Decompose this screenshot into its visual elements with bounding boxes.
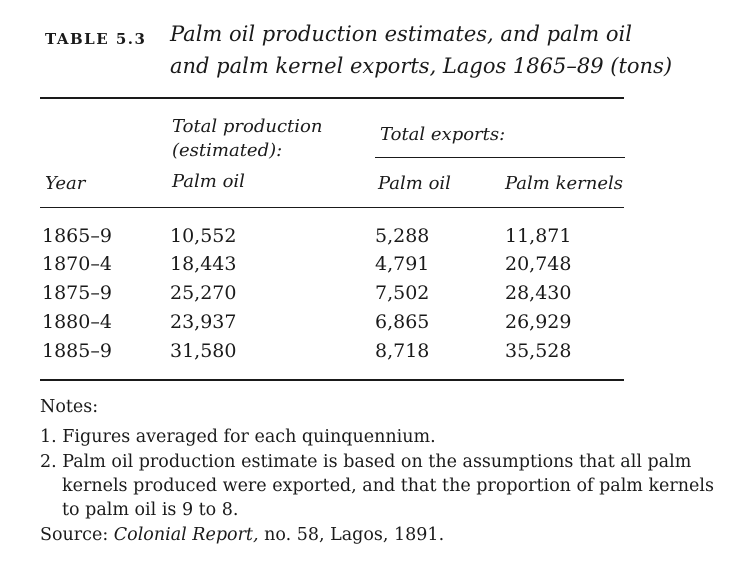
cell-export-kernels: 26,929 bbox=[505, 311, 572, 333]
table-title-line2: and palm kernel exports, Lagos 1865–89 (… bbox=[170, 54, 673, 78]
note-2-line3: to palm oil is 9 to 8. bbox=[62, 500, 239, 520]
cell-production: 31,580 bbox=[170, 340, 237, 362]
note-2-line2: kernels produced were exported, and that… bbox=[62, 476, 714, 496]
cell-year: 1865–9 bbox=[42, 225, 112, 247]
cell-export-kernels: 35,528 bbox=[505, 340, 572, 362]
exports-group-rule bbox=[375, 157, 625, 158]
table-title-line1: Palm oil production estimates, and palm … bbox=[170, 22, 632, 46]
cell-production: 23,937 bbox=[170, 311, 237, 333]
header-production-group-line2: (estimated): bbox=[172, 140, 283, 161]
cell-export-oil: 4,791 bbox=[375, 253, 430, 275]
table-bottom-rule bbox=[40, 379, 624, 381]
cell-year: 1880–4 bbox=[42, 311, 112, 333]
cell-export-kernels: 28,430 bbox=[505, 282, 572, 304]
header-exports-group: Total exports: bbox=[380, 124, 506, 145]
source-title: Colonial Report, bbox=[113, 525, 259, 545]
cell-year: 1885–9 bbox=[42, 340, 112, 362]
notes-heading: Notes: bbox=[40, 397, 99, 417]
note-2-line1: 2. Palm oil production estimate is based… bbox=[40, 452, 692, 472]
header-exports-palm-kernels: Palm kernels bbox=[505, 173, 623, 194]
table-label: TABLE 5.3 bbox=[45, 30, 147, 48]
header-year: Year bbox=[45, 173, 86, 194]
table-top-rule bbox=[40, 97, 624, 99]
cell-export-kernels: 20,748 bbox=[505, 253, 572, 275]
cell-export-oil: 7,502 bbox=[375, 282, 430, 304]
header-production-group-line1: Total production bbox=[172, 116, 323, 137]
cell-export-oil: 5,288 bbox=[375, 225, 430, 247]
cell-export-kernels: 11,871 bbox=[505, 225, 572, 247]
source-rest: no. 58, Lagos, 1891. bbox=[258, 525, 445, 545]
cell-production: 25,270 bbox=[170, 282, 237, 304]
source-line: Source: Colonial Report, no. 58, Lagos, … bbox=[40, 525, 444, 545]
header-bottom-rule bbox=[40, 207, 624, 208]
cell-year: 1875–9 bbox=[42, 282, 112, 304]
header-exports-palm-oil: Palm oil bbox=[378, 173, 451, 194]
cell-production: 10,552 bbox=[170, 225, 237, 247]
source-prefix: Source: bbox=[40, 525, 114, 545]
cell-export-oil: 6,865 bbox=[375, 311, 430, 333]
cell-export-oil: 8,718 bbox=[375, 340, 430, 362]
note-1: 1. Figures averaged for each quinquenniu… bbox=[40, 427, 436, 447]
cell-production: 18,443 bbox=[170, 253, 237, 275]
cell-year: 1870–4 bbox=[42, 253, 112, 275]
header-production-palm-oil: Palm oil bbox=[172, 171, 245, 192]
